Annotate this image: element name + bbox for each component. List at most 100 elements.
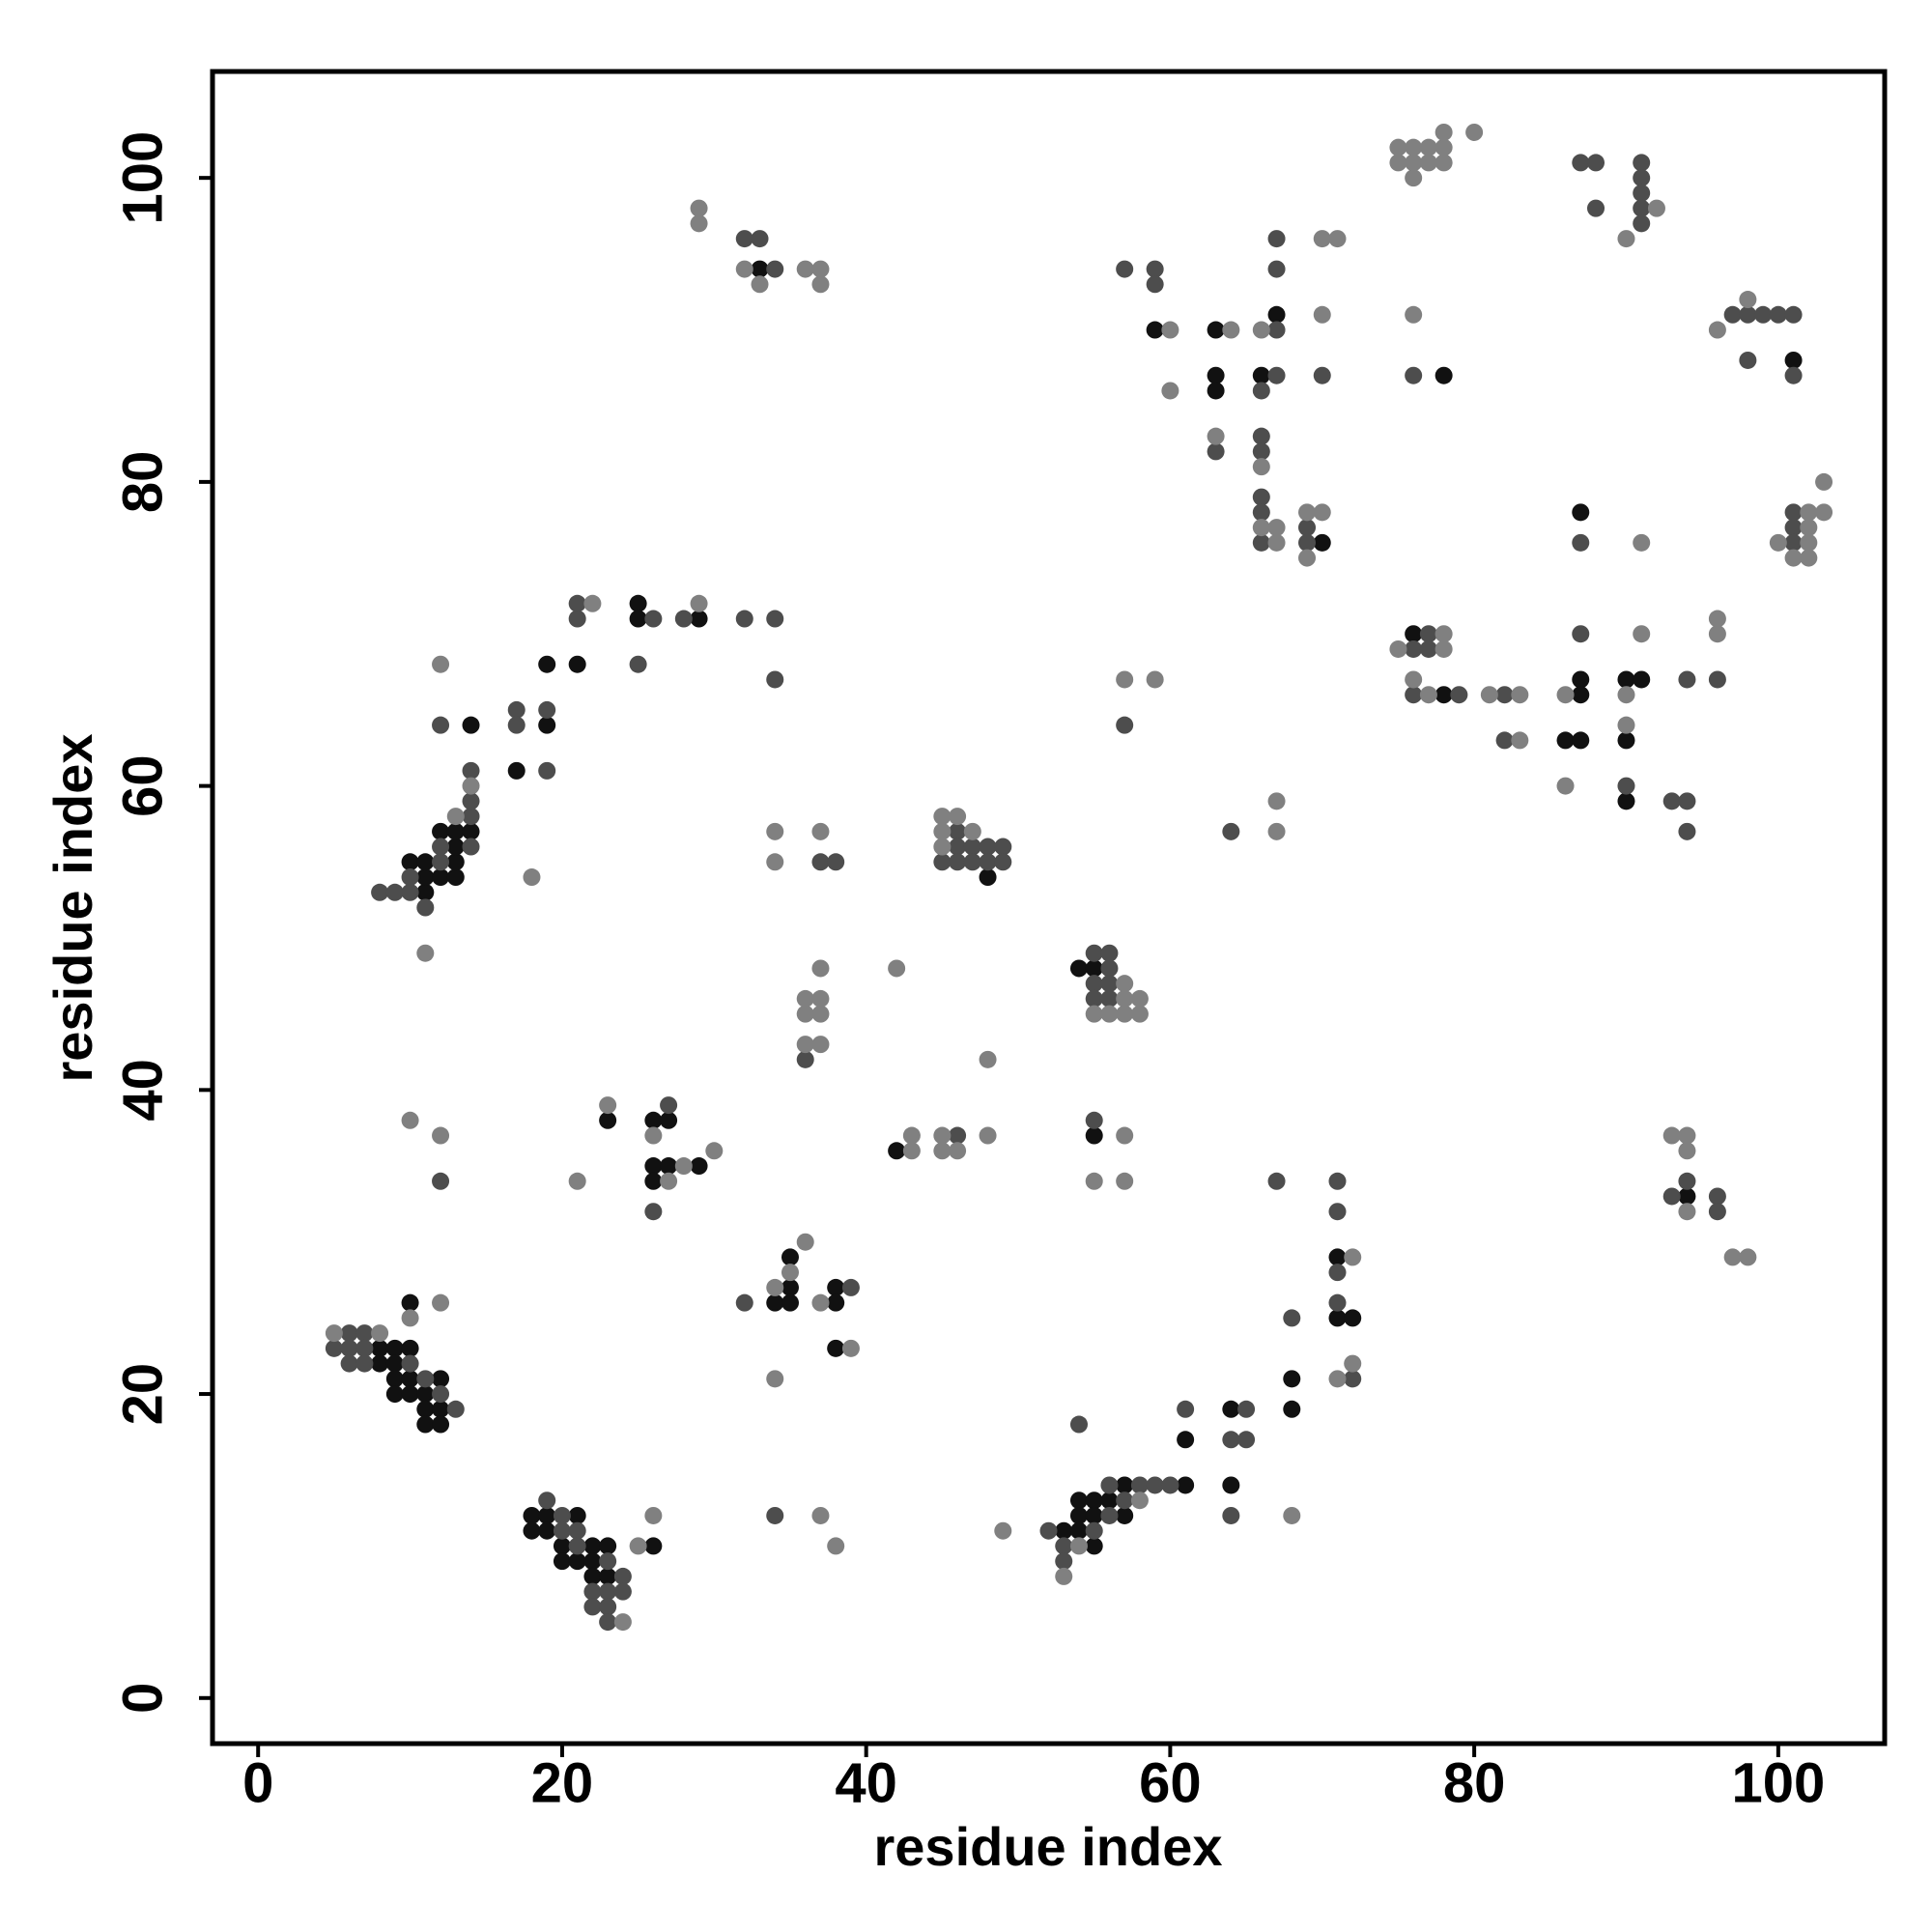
point (446, 853, 465, 871)
point (1572, 154, 1590, 172)
point (1405, 686, 1423, 704)
point (933, 853, 952, 871)
point (933, 838, 952, 856)
point (1435, 639, 1453, 658)
point (1313, 366, 1331, 384)
point (401, 1385, 419, 1404)
point (1556, 731, 1575, 750)
point (811, 275, 830, 294)
point (1085, 944, 1103, 962)
point (568, 594, 586, 612)
point (1708, 1187, 1726, 1206)
point (705, 1142, 724, 1160)
point (401, 1309, 419, 1327)
point (1252, 321, 1270, 339)
point (1435, 123, 1453, 141)
point (401, 868, 419, 887)
point (1389, 639, 1407, 658)
point (371, 883, 389, 901)
point (811, 1506, 830, 1524)
point (1177, 1476, 1195, 1494)
point (553, 1552, 571, 1571)
point (568, 1537, 586, 1555)
x-tick-label: 40 (835, 1751, 897, 1814)
point (949, 1126, 967, 1145)
point (401, 1370, 419, 1388)
point (796, 1050, 814, 1068)
point (1633, 184, 1651, 202)
point (690, 214, 708, 233)
point (994, 853, 1012, 871)
point (690, 594, 708, 612)
point (1116, 975, 1134, 993)
point (432, 1415, 450, 1434)
point (1708, 670, 1726, 689)
point (1100, 989, 1119, 1008)
point (1784, 533, 1803, 552)
point (1313, 230, 1331, 248)
point (462, 716, 480, 734)
point (538, 761, 556, 780)
point (1511, 686, 1529, 704)
point (416, 898, 435, 917)
point (613, 1613, 632, 1632)
point (568, 1506, 586, 1524)
point (599, 1552, 617, 1571)
point (1328, 1293, 1347, 1312)
point (401, 1354, 419, 1373)
point (432, 868, 450, 887)
point (644, 1126, 663, 1145)
point (1267, 792, 1286, 810)
point (827, 853, 845, 871)
point (1055, 1567, 1073, 1585)
point (1085, 1126, 1103, 1145)
point (766, 1370, 784, 1388)
point (888, 1142, 906, 1160)
y-tick-label: 60 (111, 754, 174, 817)
point (1161, 382, 1179, 400)
point (811, 1036, 830, 1054)
point (1633, 199, 1651, 217)
point (568, 1552, 586, 1571)
point (1328, 230, 1347, 248)
point (1267, 230, 1286, 248)
point (553, 1537, 571, 1555)
point (1069, 1521, 1088, 1540)
point (1116, 1492, 1134, 1510)
point (613, 1567, 632, 1585)
point (1069, 1537, 1088, 1555)
point (1069, 959, 1088, 978)
point (1678, 1203, 1696, 1221)
point (1587, 154, 1605, 172)
point (1283, 1400, 1301, 1418)
point (1069, 1492, 1088, 1510)
point (1344, 1248, 1362, 1266)
point (1116, 1476, 1134, 1494)
point (1344, 1309, 1362, 1327)
point (325, 1339, 343, 1357)
point (1267, 519, 1286, 537)
point (1678, 670, 1696, 689)
point (1405, 670, 1423, 689)
point (1556, 686, 1575, 704)
point (1435, 366, 1453, 384)
point (371, 1354, 389, 1373)
point (568, 1172, 586, 1190)
point (553, 1521, 571, 1540)
point (1146, 260, 1164, 278)
x-tick-label: 80 (1443, 1751, 1506, 1814)
point (1207, 382, 1225, 400)
point (416, 853, 435, 871)
point (1784, 305, 1803, 324)
point (1511, 731, 1529, 750)
point (751, 275, 769, 294)
point (660, 1172, 678, 1190)
point (949, 853, 967, 871)
point (1252, 366, 1270, 384)
point (446, 838, 465, 856)
y-axis-title: residue index (43, 733, 103, 1082)
point (1085, 989, 1103, 1008)
point (827, 1278, 845, 1296)
point (690, 610, 708, 628)
point (416, 1370, 435, 1388)
